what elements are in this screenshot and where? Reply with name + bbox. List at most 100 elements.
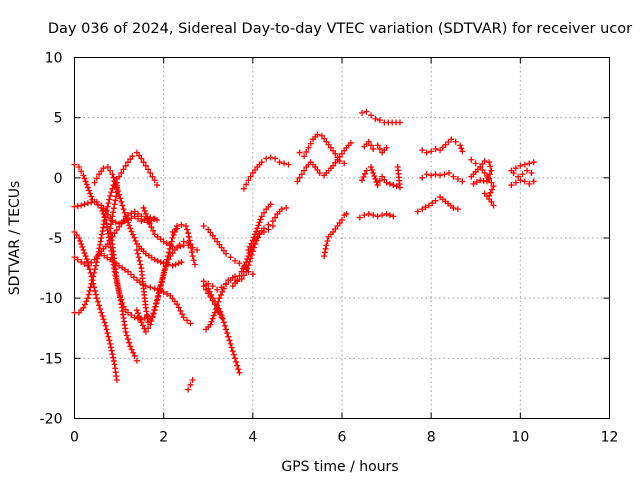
data-point bbox=[439, 144, 446, 151]
data-point bbox=[85, 291, 92, 298]
data-point bbox=[108, 347, 115, 354]
data-point bbox=[73, 231, 80, 238]
data-point bbox=[71, 228, 78, 235]
data-point bbox=[107, 221, 114, 228]
data-point bbox=[150, 227, 157, 234]
data-point bbox=[113, 193, 120, 200]
data-point bbox=[234, 277, 241, 284]
data-point bbox=[92, 287, 99, 294]
data-point bbox=[269, 218, 276, 225]
series-trace-36 bbox=[510, 167, 535, 180]
data-point bbox=[141, 207, 148, 214]
data-point bbox=[142, 328, 149, 335]
data-point bbox=[122, 328, 129, 335]
data-point bbox=[252, 167, 259, 174]
series-trace-24 bbox=[321, 210, 350, 260]
data-point bbox=[488, 179, 495, 186]
data-point bbox=[272, 155, 279, 162]
data-point bbox=[318, 132, 325, 139]
data-point bbox=[148, 318, 155, 325]
data-point bbox=[151, 307, 158, 314]
data-point bbox=[150, 310, 157, 317]
data-point bbox=[96, 171, 103, 178]
data-point bbox=[137, 316, 144, 323]
series-trace-06 bbox=[91, 164, 185, 269]
data-point bbox=[86, 266, 93, 273]
data-point bbox=[218, 314, 225, 321]
data-point bbox=[71, 161, 78, 168]
data-point bbox=[214, 238, 221, 245]
data-point bbox=[425, 202, 432, 209]
data-point bbox=[227, 277, 234, 284]
data-point bbox=[232, 355, 238, 362]
data-point bbox=[122, 213, 129, 220]
data-point bbox=[121, 209, 128, 216]
axis-ticks: 0 2 4 6 8 10 12 -20 -15 -10 -5 0 5 10 bbox=[40, 51, 619, 446]
series-trace-22 bbox=[296, 131, 348, 167]
data-point bbox=[100, 316, 107, 323]
data-point bbox=[116, 223, 123, 230]
data-point bbox=[330, 162, 337, 169]
data-point bbox=[165, 253, 172, 260]
data-point bbox=[188, 249, 195, 256]
series-trace-21 bbox=[240, 154, 292, 192]
data-point bbox=[131, 314, 138, 321]
data-point bbox=[81, 301, 88, 308]
data-point bbox=[127, 271, 134, 278]
data-point bbox=[123, 216, 130, 223]
series-trace-08 bbox=[107, 179, 140, 364]
data-point bbox=[166, 249, 173, 256]
data-point bbox=[90, 273, 97, 280]
data-point bbox=[184, 317, 191, 324]
data-point bbox=[314, 167, 321, 174]
data-point bbox=[139, 322, 146, 329]
data-point bbox=[263, 155, 270, 162]
y-tick-label: -20 bbox=[40, 412, 63, 428]
data-point bbox=[361, 212, 368, 219]
data-point bbox=[217, 291, 224, 298]
data-point bbox=[108, 217, 115, 224]
data-point bbox=[82, 178, 89, 185]
data-point bbox=[84, 184, 91, 191]
data-point bbox=[145, 216, 152, 223]
data-point bbox=[330, 228, 337, 235]
data-point bbox=[230, 351, 237, 358]
data-point bbox=[188, 245, 195, 252]
data-point bbox=[510, 170, 517, 177]
data-point bbox=[126, 222, 133, 229]
data-point bbox=[185, 233, 192, 240]
data-point bbox=[452, 138, 459, 145]
data-point bbox=[488, 167, 495, 174]
data-point bbox=[179, 311, 186, 318]
data-point bbox=[184, 226, 191, 233]
data-point bbox=[236, 260, 243, 267]
data-point bbox=[332, 225, 339, 232]
series-trace-07 bbox=[98, 250, 194, 327]
data-point bbox=[487, 189, 494, 196]
data-point bbox=[414, 208, 421, 215]
data-point bbox=[383, 210, 390, 217]
data-point bbox=[283, 204, 290, 211]
data-point bbox=[490, 183, 497, 190]
data-point bbox=[490, 202, 497, 209]
data-point bbox=[432, 171, 439, 178]
data-point bbox=[131, 352, 138, 359]
data-point bbox=[325, 141, 332, 148]
data-point bbox=[137, 261, 144, 268]
data-point bbox=[133, 247, 140, 254]
data-point bbox=[191, 261, 198, 268]
data-point bbox=[85, 187, 92, 194]
data-points bbox=[71, 108, 537, 393]
data-point bbox=[373, 179, 380, 186]
data-point bbox=[133, 307, 140, 314]
data-point bbox=[146, 220, 153, 227]
data-point bbox=[512, 179, 519, 186]
data-point bbox=[247, 173, 254, 180]
data-point bbox=[81, 250, 88, 257]
data-point bbox=[235, 366, 242, 373]
y-tick-label: 10 bbox=[45, 51, 63, 67]
data-point bbox=[148, 224, 155, 231]
chart-title: Day 036 of 2024, Sidereal Day-to-day VTE… bbox=[48, 21, 632, 37]
data-point bbox=[477, 177, 484, 184]
data-point bbox=[423, 171, 430, 178]
